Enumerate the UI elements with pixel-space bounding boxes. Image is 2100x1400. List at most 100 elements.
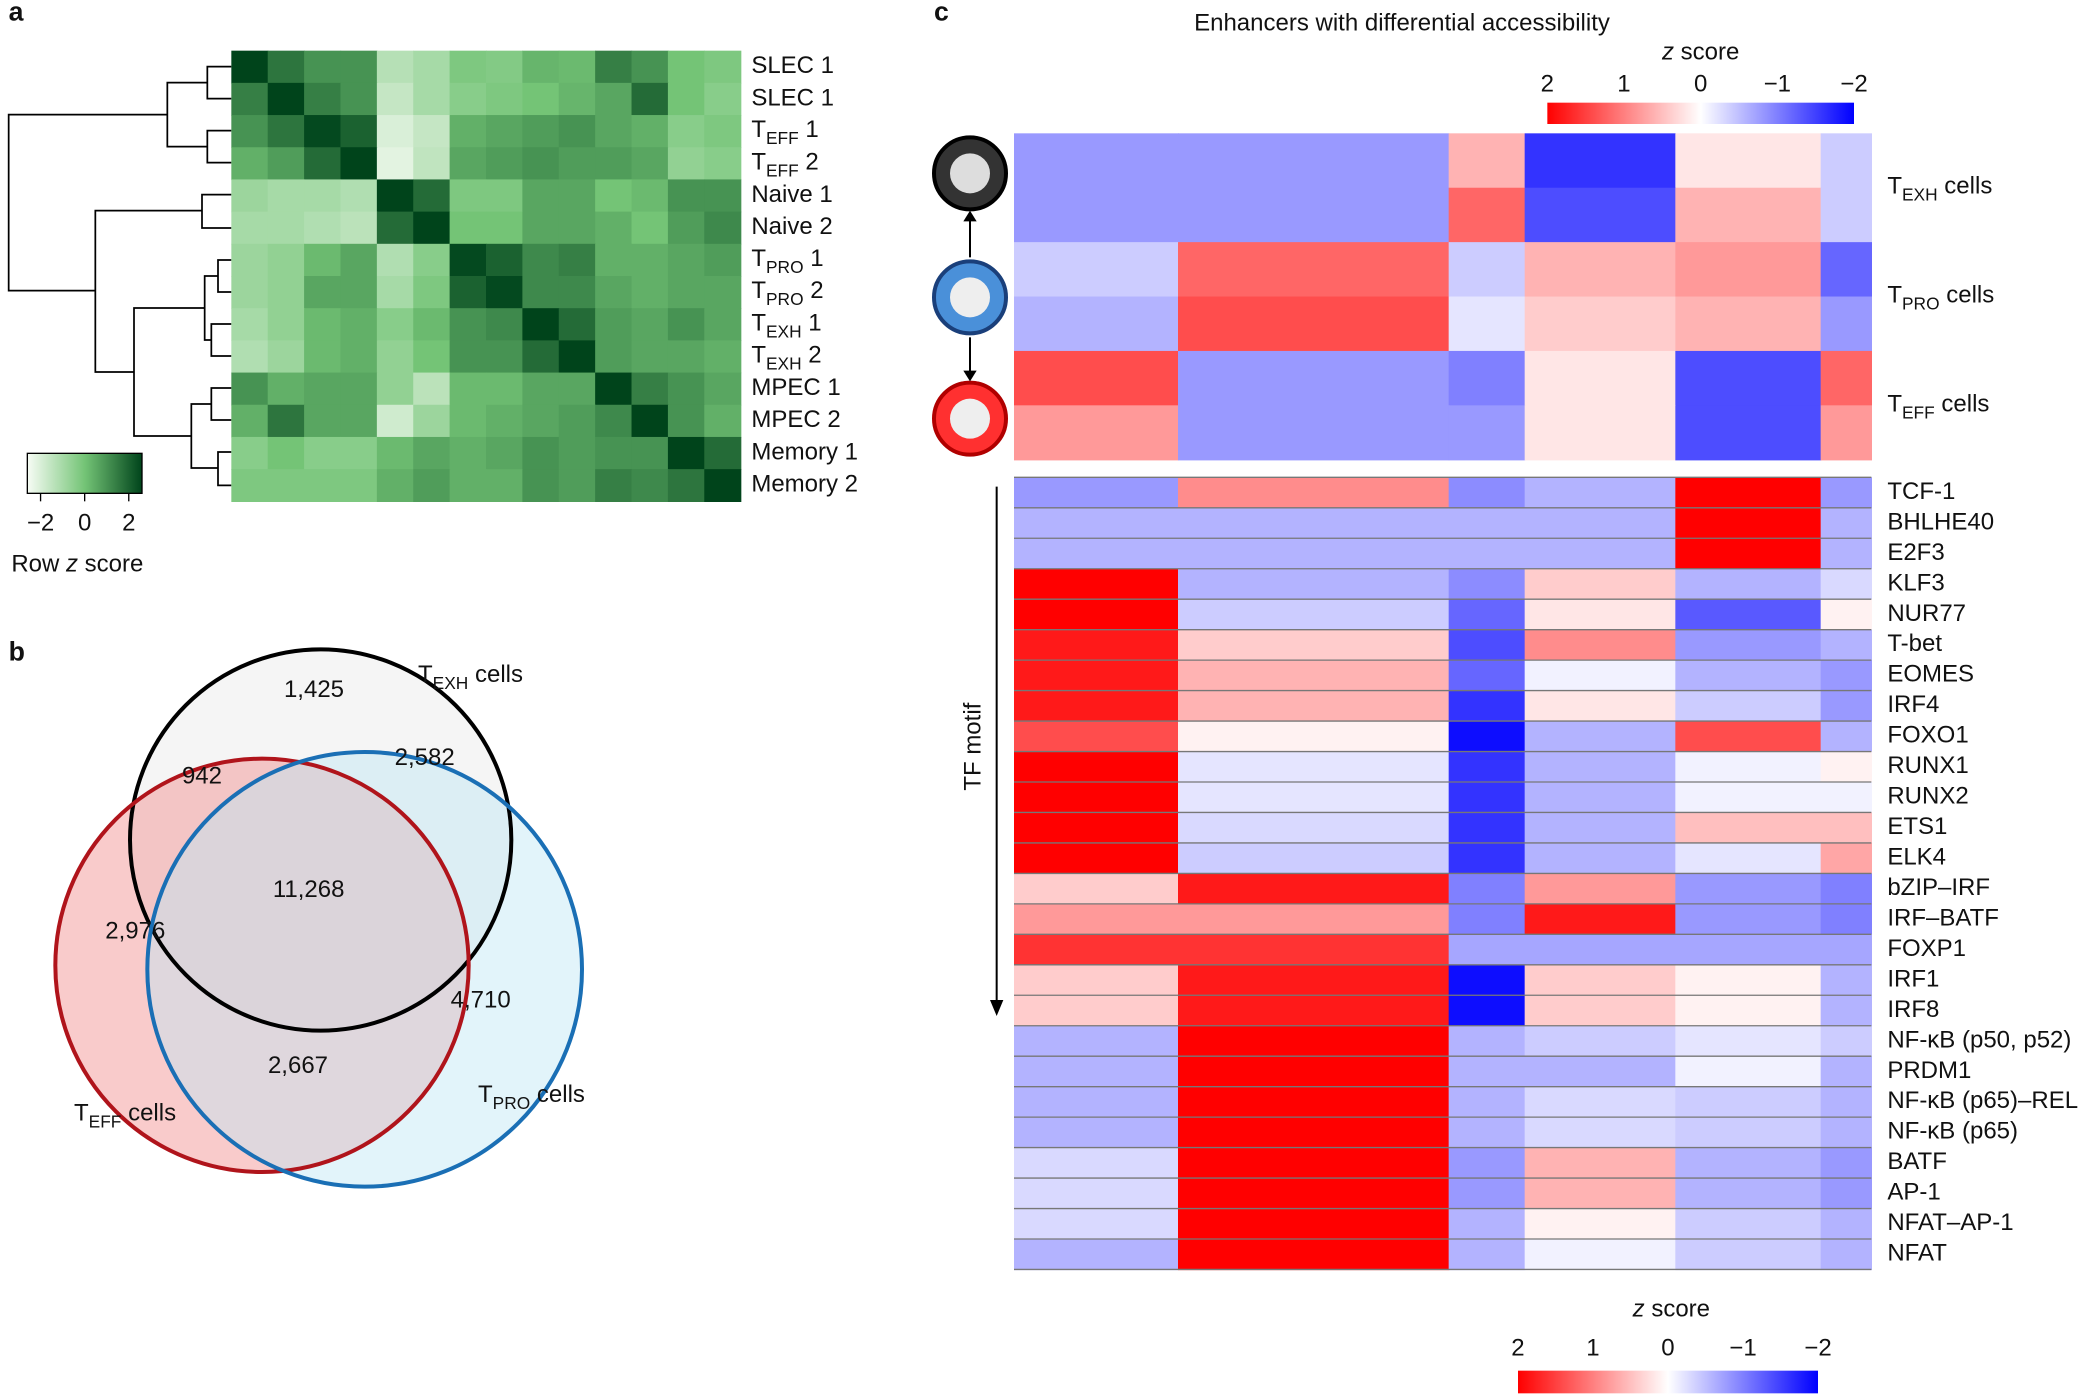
heatmap-cell: [1448, 964, 1526, 996]
heatmap-cell: [1014, 187, 1179, 243]
colorbar-tick-label: 2: [1511, 1335, 1524, 1362]
heatmap-cell: [1178, 1208, 1450, 1240]
label-part: z: [1661, 39, 1674, 66]
heatmap-cell: [486, 82, 524, 116]
heatmap-cell: [1014, 1208, 1179, 1240]
heatmap-cell: [1448, 812, 1526, 844]
heatmap-cell: [1675, 1208, 1822, 1240]
heatmap-cell: [1014, 873, 1179, 905]
label-part: PRO: [766, 289, 804, 309]
heatmap-cell: [1448, 1056, 1526, 1088]
heatmap-cell: [1178, 751, 1450, 783]
heatmap-cell: [231, 147, 269, 181]
dendrogram-branch: [133, 307, 205, 437]
heatmap-cell: [1675, 751, 1822, 783]
heatmap-cell: [522, 372, 560, 406]
dendrogram-branch: [217, 259, 232, 293]
row-label: KLF3: [1887, 569, 1944, 596]
label-part: cells: [1940, 282, 1995, 309]
colorbar-tick-label: −2: [1840, 71, 1867, 98]
heatmap-cell: [1675, 1178, 1822, 1210]
heatmap-cell: [267, 469, 305, 502]
heatmap-cell: [267, 115, 305, 148]
heatmap-cell: [486, 276, 524, 309]
label-part: T: [478, 1081, 493, 1108]
heatmap-cell: [1178, 690, 1450, 722]
heatmap-cell: [486, 179, 524, 213]
heatmap-cell: [1014, 350, 1179, 406]
heatmap-cell: [340, 50, 378, 84]
heatmap-cell: [340, 469, 378, 502]
label-part: cells: [1935, 391, 1990, 418]
heatmap-cell: [1448, 187, 1526, 243]
heatmap-cell: [558, 243, 596, 277]
heatmap-cell: [340, 115, 378, 148]
heatmap-cell: [704, 115, 742, 148]
row-label: BHLHE40: [1887, 508, 1994, 535]
heatmap-cell: [376, 372, 414, 406]
heatmap-cell: [1524, 599, 1676, 631]
heatmap-cell: [522, 179, 560, 213]
heatmap-cell: [1820, 690, 1872, 722]
heatmap-cell: [1014, 690, 1179, 722]
heatmap-cell: [1820, 812, 1872, 844]
row-label: EOMES: [1887, 661, 1974, 688]
heatmap-cell: [667, 372, 705, 406]
row-label: Memory 2: [751, 471, 858, 498]
set-fill: [130, 649, 512, 1031]
heatmap-cell: [1448, 1147, 1526, 1179]
heatmap-cell: [340, 147, 378, 181]
heatmap-cell: [304, 147, 342, 181]
row-label: T-bet: [1887, 630, 1942, 657]
set-label: TEFF cells: [74, 1100, 176, 1131]
heatmap-cell: [1820, 751, 1872, 783]
heatmap-cell: [1675, 405, 1822, 461]
row-label: NUR77: [1887, 600, 1966, 627]
heatmap-cell: [413, 436, 451, 470]
heatmap-cell: [1524, 1117, 1676, 1149]
heatmap-cell: [413, 372, 451, 406]
heatmap-cell: [413, 82, 451, 116]
heatmap-cell: [1675, 660, 1822, 692]
heatmap-cell: [413, 340, 451, 374]
heatmap-cell: [667, 147, 705, 181]
heatmap-cell: [449, 308, 487, 342]
heatmap-cell: [1820, 187, 1872, 243]
row-label: TPRO 1: [751, 245, 823, 276]
heatmap-cell: [1524, 873, 1676, 905]
heatmap-cell: [595, 404, 633, 438]
heatmap-cell: [1014, 1147, 1179, 1179]
heatmap-cell: [304, 243, 342, 277]
label-part: T: [751, 342, 766, 369]
heatmap-cell: [595, 243, 633, 277]
label-part: EXH: [766, 353, 802, 373]
heatmap-cell: [304, 115, 342, 148]
heatmap-cell: [413, 469, 451, 502]
heatmap-cell: [1524, 842, 1676, 875]
heatmap-cell: [231, 436, 269, 470]
heatmap-cell: [704, 436, 742, 470]
label-part: 1: [802, 310, 822, 337]
arrow-head: [990, 1000, 1004, 1016]
heatmap-cell: [595, 340, 633, 374]
heatmap-cell: [1178, 782, 1450, 814]
region-count: 2,976: [105, 917, 165, 944]
dendrogram-branch: [217, 451, 232, 487]
heatmap-cell: [667, 211, 705, 245]
label-part: EFF: [1902, 402, 1935, 422]
row-label: RUNX2: [1887, 783, 1968, 810]
heatmap-cell: [340, 372, 378, 406]
heatmap-cell: [304, 340, 342, 374]
heatmap-cell: [231, 340, 269, 374]
heatmap-cell: [304, 404, 342, 438]
heatmap-cell: [376, 82, 414, 116]
cell-nucleus: [950, 153, 990, 194]
heatmap-cell: [267, 372, 305, 406]
row-label: ELK4: [1887, 844, 1946, 871]
heatmap-cell: [1448, 477, 1526, 509]
heatmap-cell: [486, 243, 524, 277]
heatmap-cell: [231, 82, 269, 116]
heatmap-cell: [631, 147, 669, 181]
heatmap-cell: [486, 147, 524, 181]
